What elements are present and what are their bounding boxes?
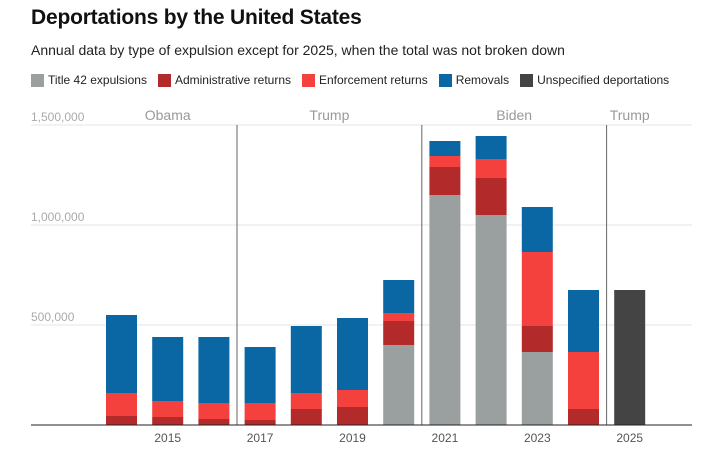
bar-segment-enforcement-returns-2017 <box>244 403 276 420</box>
bar-segment-removals-2016 <box>198 337 230 403</box>
legend-label-enforcement-returns: Enforcement returns <box>319 73 428 87</box>
legend-item-title42: Title 42 expulsions <box>31 73 147 87</box>
legend-label-removals: Removals <box>455 73 510 87</box>
y-tick-label: 1,500,000 <box>31 110 85 124</box>
bar-segment-removals-2023 <box>521 207 553 252</box>
bar-segment-removals-2019 <box>337 318 368 390</box>
bar-segment-administrative-returns-2017 <box>244 420 276 425</box>
chart-subtitle: Annual data by type of expulsion except … <box>31 42 565 58</box>
bar-segment-administrative-returns-2022 <box>475 178 507 215</box>
bar-segment-title-42-expulsions-2021 <box>429 195 461 425</box>
legend-label-administrative-returns: Administrative returns <box>174 73 291 87</box>
legend-swatch-enforcement-returns <box>302 73 315 87</box>
bar-segment-administrative-returns-2016 <box>198 419 230 425</box>
bar-segment-enforcement-returns-2018 <box>290 393 322 409</box>
legend-label-unspecified: Unspecified deportations <box>537 73 670 87</box>
legend-swatch-administrative-returns <box>157 73 171 87</box>
bar-segment-enforcement-returns-2014 <box>106 393 137 416</box>
x-tick-label: 2019 <box>339 431 366 445</box>
bar-segment-administrative-returns-2015 <box>152 417 184 425</box>
x-tick-label: 2021 <box>432 431 459 445</box>
bar-segment-administrative-returns-2021 <box>429 167 461 195</box>
x-tick-label: 2015 <box>154 431 181 445</box>
era-label: Trump <box>610 107 650 123</box>
bar-segment-removals-2024 <box>568 290 599 352</box>
bar-segment-administrative-returns-2018 <box>290 409 322 425</box>
era-label: Biden <box>496 107 532 123</box>
bar-segment-administrative-returns-2023 <box>521 326 553 352</box>
x-tick-label: 2025 <box>616 431 643 445</box>
legend-item-enforcement-returns: Enforcement returns <box>302 73 428 87</box>
legend-swatch-removals <box>438 73 452 87</box>
bar-segment-administrative-returns-2020 <box>383 321 415 345</box>
legend: Title 42 expulsions Administrative retur… <box>31 73 680 87</box>
bar-segment-enforcement-returns-2022 <box>475 159 507 178</box>
x-tick-label: 2017 <box>247 431 274 445</box>
legend-swatch-unspecified <box>520 73 534 87</box>
era-label: Trump <box>309 107 349 123</box>
bar-segment-unspecified-deportations-2025 <box>614 290 646 425</box>
chart-title: Deportations by the United States <box>31 6 362 29</box>
bar-segment-removals-2015 <box>152 337 184 401</box>
bar-segment-enforcement-returns-2016 <box>198 403 230 419</box>
legend-swatch-title42 <box>31 73 44 87</box>
bar-segment-removals-2017 <box>244 347 276 403</box>
bar-segment-enforcement-returns-2019 <box>337 390 368 407</box>
y-tick-label: 1,000,000 <box>31 210 85 224</box>
bar-segment-removals-2014 <box>106 315 137 393</box>
bar-segment-title-42-expulsions-2023 <box>521 352 553 425</box>
bar-segment-removals-2018 <box>290 326 322 393</box>
bar-segment-administrative-returns-2019 <box>337 407 368 425</box>
bar-segment-enforcement-returns-2023 <box>521 252 553 326</box>
bar-segment-removals-2020 <box>383 280 415 313</box>
x-tick-label: 2023 <box>524 431 551 445</box>
bar-segment-title-42-expulsions-2022 <box>475 215 507 425</box>
bar-segment-administrative-returns-2024 <box>568 409 599 425</box>
bar-segment-administrative-returns-2014 <box>106 416 137 425</box>
bar-segment-enforcement-returns-2020 <box>383 313 415 321</box>
era-label: Obama <box>145 107 191 123</box>
legend-item-removals: Removals <box>438 73 510 87</box>
legend-item-unspecified: Unspecified deportations <box>520 73 669 87</box>
legend-item-administrative-returns: Administrative returns <box>157 73 291 87</box>
y-tick-label: 500,000 <box>31 310 75 324</box>
bar-segment-removals-2021 <box>429 141 461 156</box>
bar-segment-enforcement-returns-2024 <box>568 352 599 409</box>
bar-segment-removals-2022 <box>475 136 507 159</box>
legend-label-title42: Title 42 expulsions <box>48 73 147 87</box>
bar-segment-title-42-expulsions-2020 <box>383 345 415 425</box>
bar-segment-enforcement-returns-2021 <box>429 156 461 167</box>
bar-segment-enforcement-returns-2015 <box>152 401 184 417</box>
